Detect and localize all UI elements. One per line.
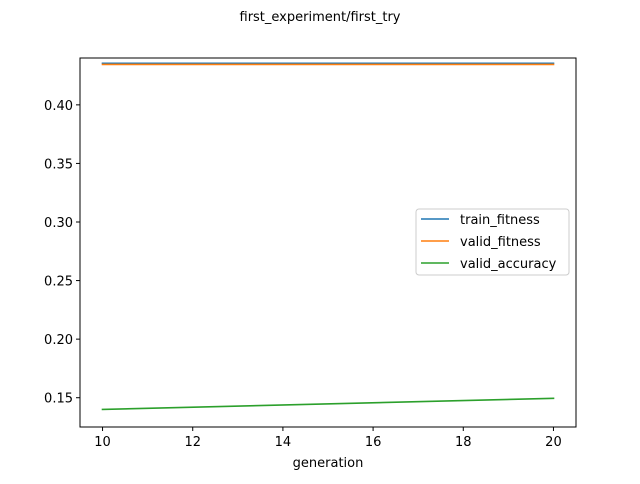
legend: train_fitness valid_fitness valid_accuracy: [415, 208, 570, 276]
series-layer: [101, 62, 555, 411]
legend-label: train_fitness: [460, 213, 540, 228]
y-tick-label: 0.20: [44, 333, 73, 348]
x-tick-label: 18: [455, 435, 472, 450]
y-tick-label: 0.25: [44, 275, 73, 290]
x-tick-label: 16: [365, 435, 382, 450]
y-tick-label: 0.15: [44, 392, 73, 407]
y-tick-label: 0.35: [44, 157, 73, 172]
y-tick-label: 0.40: [44, 99, 73, 114]
legend-label: valid_fitness: [460, 235, 541, 250]
legend-box: [415, 208, 570, 276]
y-axis: 0.15 0.20 0.25 0.30 0.35 0.40: [44, 99, 80, 407]
y-tick-label: 0.30: [44, 216, 73, 231]
series-line-valid-accuracy: [101, 397, 555, 411]
x-axis-label: generation: [293, 456, 364, 471]
chart-title: first_experiment/first_try: [240, 10, 401, 25]
x-tick-label: 12: [184, 435, 201, 450]
x-tick-label: 10: [94, 435, 111, 450]
x-tick-label: 14: [275, 435, 292, 450]
legend-label: valid_accuracy: [460, 257, 557, 272]
plot-frame: [79, 57, 577, 428]
x-tick-label: 20: [545, 435, 562, 450]
x-axis: 10 12 14 16 18 20: [94, 427, 562, 450]
